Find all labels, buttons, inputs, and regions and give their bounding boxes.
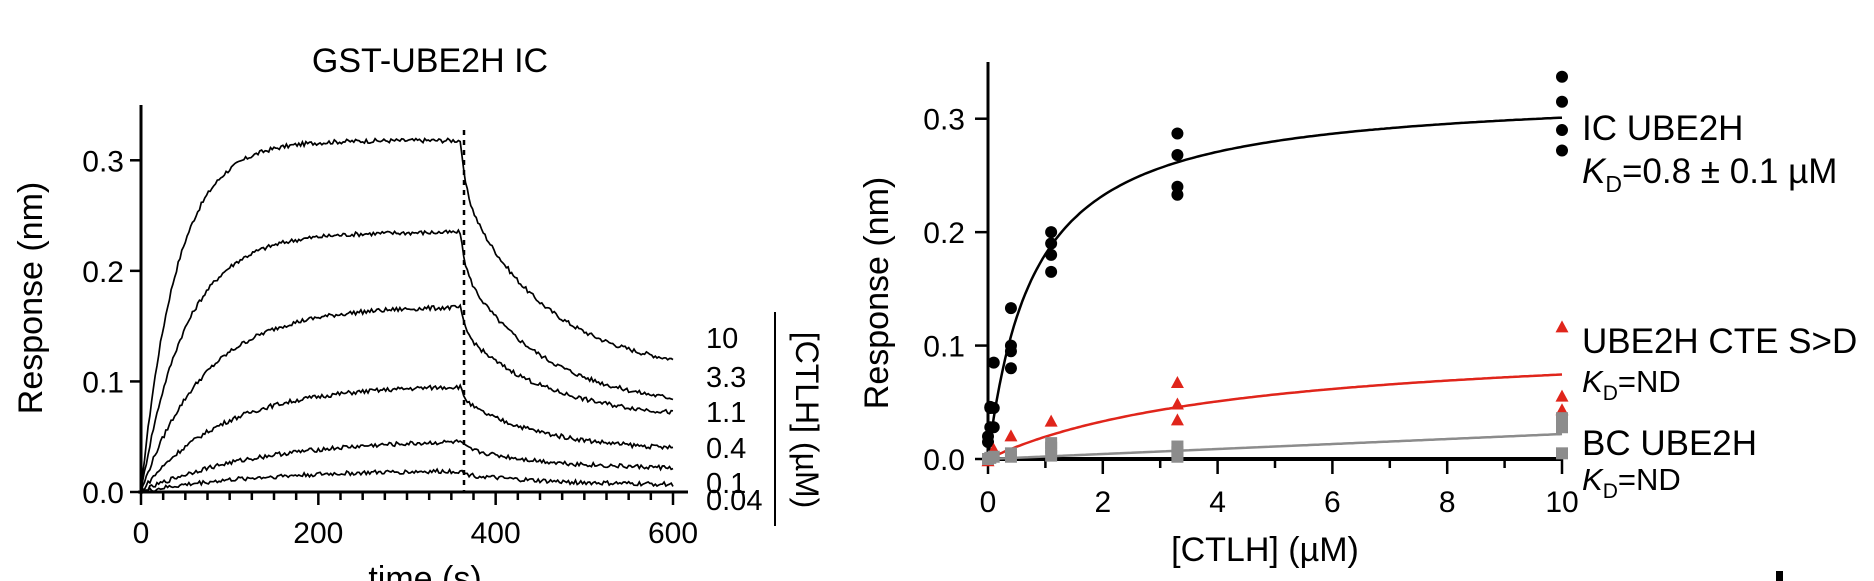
concentration-label: 3.3 (706, 362, 746, 394)
kinetics-curve-0-04 (140, 467, 674, 495)
data-point-circle (1556, 124, 1568, 137)
concentration-label: 0.04 (706, 485, 762, 517)
binding-y-axis-label: Response (nm) (858, 177, 896, 409)
data-point-circle (982, 430, 994, 443)
legend-ic-ube2h-kd: KD=0.8 ± 0.1 µM (1582, 152, 1837, 197)
data-point-circle (1004, 339, 1017, 352)
legend-ic-ube2h: IC UBE2H (1582, 109, 1743, 148)
data-point-circle (1045, 237, 1058, 250)
kinetics-curve-3-3 (140, 228, 674, 494)
data-point-circle (1004, 302, 1017, 315)
binding-x-ticks: 0 2 4 6 8 10 (980, 459, 1579, 519)
data-point-square (1556, 421, 1568, 434)
kinetics-y-tick-label: 0.1 (82, 366, 124, 399)
data-point-circle (987, 401, 1000, 414)
kinetics-x-tick-label: 200 (293, 517, 343, 550)
concentration-label: 1.1 (706, 397, 746, 429)
data-point-circle (1171, 127, 1184, 140)
concentration-label: 10 (706, 323, 738, 355)
kinetics-panel: GST-UBE2H IC Response (nm) time (s) 0.00… (12, 42, 825, 581)
binding-y-tick-label: 0.0 (923, 444, 965, 477)
data-point-triangle (1555, 389, 1569, 402)
binding-y-tick-label: 0.1 (923, 331, 965, 364)
data-point-circle (1171, 180, 1184, 193)
concentration-axis-label: [CTLH] (µM) (789, 332, 825, 509)
binding-x-tick-label: 6 (1324, 486, 1341, 519)
concentration-label: 0.4 (706, 433, 746, 465)
kinetics-y-tick-label: 0.3 (82, 145, 124, 178)
kinetics-x-tick-label: 0 (133, 517, 150, 550)
legend-cte-sd: UBE2H CTE S>D (1582, 322, 1857, 361)
data-point-square (1004, 447, 1017, 460)
binding-fit-curve (987, 432, 1563, 461)
data-point-triangle (1170, 376, 1184, 389)
kinetics-curve-0-4 (140, 383, 674, 493)
data-point-square (1556, 412, 1568, 425)
kinetics-curve-0-1 (140, 439, 674, 493)
legend-bc-ube2h-kd: KD=ND (1582, 462, 1681, 503)
binding-fit-curves (986, 116, 1563, 461)
binding-x-axis-label: [CTLH] (µM) (1171, 531, 1359, 569)
binding-y-tick-label: 0.2 (923, 217, 965, 250)
data-point-square (1045, 437, 1058, 450)
data-point-circle (1004, 362, 1017, 375)
data-point-circle (1045, 248, 1058, 261)
data-point-square (1556, 447, 1568, 460)
data-point-circle (1556, 144, 1568, 157)
binding-x-tick-label: 8 (1439, 486, 1456, 519)
binding-x-tick-label: 4 (1209, 486, 1226, 519)
binding-x-tick-label: 2 (1094, 486, 1111, 519)
data-point-circle (987, 421, 1000, 434)
kinetics-y-tick-label: 0.0 (82, 477, 124, 510)
legend-bc-ube2h: BC UBE2H (1582, 424, 1757, 463)
binding-panel: Response (nm) [CTLH] (µM) 0.0 0.1 0.2 0.3 0… (858, 62, 1857, 569)
kinetics-curves (140, 137, 674, 495)
concentration-label: 0.1 (706, 468, 746, 500)
kinetics-y-ticks: 0.0 0.1 0.2 0.3 (82, 145, 141, 510)
binding-x-tick-label: 0 (980, 486, 997, 519)
concentration-labels: 10 3.31.1 0.40.10.04 (706, 323, 762, 517)
kinetics-x-tick-label: 400 (471, 517, 521, 550)
binding-y-ticks: 0.0 0.1 0.2 0.3 (923, 104, 988, 477)
data-point-square (987, 450, 1000, 463)
data-point-circle (1171, 149, 1184, 162)
kinetics-x-tick-label: 600 (648, 517, 698, 550)
binding-x-tick-label: 10 (1545, 486, 1578, 519)
data-point-triangle (1170, 397, 1184, 410)
data-point-triangle (1044, 414, 1058, 427)
binding-fit-curve (986, 116, 1563, 460)
kinetics-y-axis-label: Response (nm) (12, 182, 50, 414)
binding-data-points (981, 70, 1569, 467)
data-point-circle (1045, 226, 1058, 239)
data-point-square (1171, 440, 1184, 453)
corner-mark (1776, 571, 1783, 581)
kinetics-x-ticks: 0 200 400 600 (133, 492, 698, 550)
kinetics-title: GST-UBE2H IC (312, 42, 548, 80)
kinetics-curve-10 (140, 137, 674, 491)
data-point-triangle (1170, 413, 1184, 426)
data-point-circle (1556, 70, 1568, 83)
legend-cte-sd-kd: KD=ND (1582, 364, 1681, 405)
data-point-triangle (1004, 429, 1018, 442)
kinetics-x-axis-label: time (s) (368, 560, 481, 581)
kinetics-curve-1-1 (140, 303, 674, 493)
data-point-circle (987, 356, 1000, 369)
data-point-circle (1045, 265, 1058, 278)
data-point-circle (1556, 95, 1568, 108)
data-point-triangle (1555, 320, 1569, 333)
binding-fit-curve (987, 373, 1563, 461)
kinetics-y-tick-label: 0.2 (82, 256, 124, 289)
binding-y-tick-label: 0.3 (923, 104, 965, 137)
